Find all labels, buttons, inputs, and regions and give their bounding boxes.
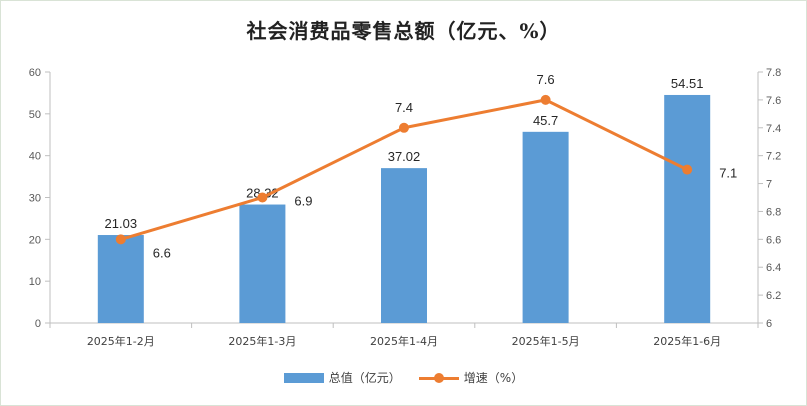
- chart-title: 社会消费品零售总额（亿元、%）: [246, 19, 561, 43]
- line-point: [257, 192, 268, 203]
- left-tick-label: 60: [29, 67, 41, 79]
- left-tick-label: 50: [29, 109, 41, 121]
- legend-bar-swatch: [283, 372, 324, 383]
- line-value-label: 7.6: [537, 72, 555, 87]
- right-tick-label: 6.6: [766, 234, 781, 246]
- left-tick-label: 0: [35, 318, 41, 330]
- legend-item-line: 增速（%）: [418, 369, 524, 386]
- bar: [522, 131, 569, 323]
- line-value-label: 6.6: [153, 245, 171, 260]
- x-category-label: 2025年1-4月: [370, 334, 438, 348]
- x-category-label: 2025年1-5月: [512, 334, 580, 348]
- bar-value-label: 45.7: [533, 113, 558, 128]
- left-tick-label: 10: [29, 276, 41, 288]
- right-tick-label: 7: [766, 179, 772, 191]
- legend-bar-label: 总值（亿元）: [328, 371, 401, 385]
- line-value-label: 6.9: [294, 194, 312, 209]
- x-category-label: 2025年1-3月: [228, 334, 296, 348]
- line-value-label: 7.1: [719, 166, 737, 181]
- right-tick-label: 7.8: [766, 67, 781, 79]
- bar: [97, 235, 144, 323]
- right-tick-label: 6: [766, 318, 772, 330]
- bar: [381, 168, 427, 323]
- left-tick-label: 20: [29, 234, 41, 246]
- right-tick-label: 6.4: [766, 262, 781, 274]
- bar: [239, 204, 286, 323]
- line-value-label: 7.4: [395, 100, 413, 115]
- right-tick-label: 7.6: [766, 95, 781, 107]
- line-point: [399, 122, 409, 133]
- line-point: [540, 94, 551, 105]
- legend-item-bar: 总值（亿元）: [283, 369, 401, 386]
- right-tick-label: 7.2: [766, 151, 781, 163]
- left-tick-label: 40: [29, 151, 41, 163]
- legend-line-label: 增速（%）: [463, 371, 524, 385]
- right-tick-label: 7.4: [766, 123, 781, 135]
- right-tick-label: 6.2: [766, 290, 781, 302]
- x-category-label: 2025年1-6月: [653, 334, 721, 348]
- right-tick-label: 6.8: [766, 206, 781, 218]
- left-tick-label: 30: [29, 193, 41, 205]
- bar-value-label: 37.02: [388, 149, 421, 164]
- x-category-label: 2025年1-2月: [87, 334, 155, 348]
- legend: 总值（亿元） 增速（%）: [1, 369, 806, 386]
- line-point: [115, 234, 126, 245]
- legend-line-swatch: [418, 372, 459, 384]
- bar-value-label: 21.03: [105, 216, 138, 231]
- bar-value-label: 54.51: [671, 76, 704, 91]
- line-point: [682, 164, 693, 175]
- bar: [664, 94, 711, 324]
